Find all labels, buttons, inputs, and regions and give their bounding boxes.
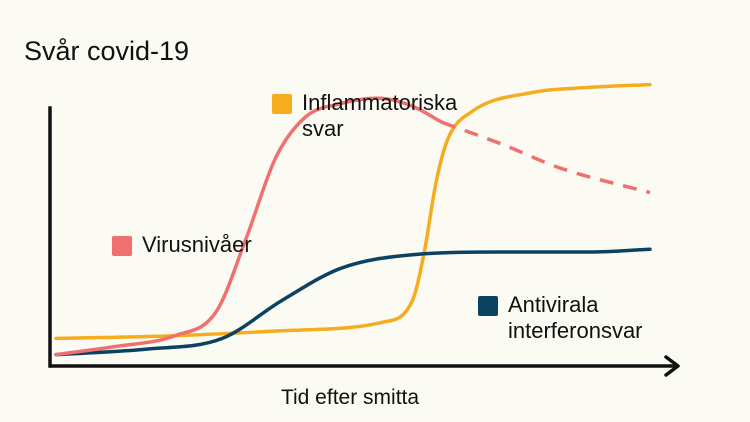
axes <box>48 106 680 377</box>
series-line-virus-projection <box>441 120 651 195</box>
chart-title: Svår covid-19 <box>24 36 190 66</box>
legend-swatch-virus <box>112 236 132 256</box>
series-layer <box>54 82 652 357</box>
series-line-virus <box>54 96 444 357</box>
legend-label-antiviral-line2: interferonsvar <box>508 318 643 344</box>
x-axis-label: Tid efter smitta <box>280 386 420 409</box>
x-axis-arrowhead <box>664 355 680 377</box>
legend-label-antiviral-line1: Antivirala <box>508 292 599 317</box>
legend-item-antiviral: Antivirala interferonsvar <box>478 292 643 345</box>
legend-label-inflammatory-line2: svar <box>302 116 344 142</box>
series-line-inflammatory <box>54 82 652 341</box>
legend-swatch-antiviral <box>478 296 498 316</box>
series-line-antiviral <box>54 247 652 357</box>
legend-item-virus: Virusnivåer <box>112 232 252 258</box>
legend-item-inflammatory: Inflammatoriska svar <box>272 90 457 143</box>
legend-label-inflammatory-line1: Inflammatoriska <box>302 90 458 115</box>
legend-label-virus: Virusnivåer <box>142 232 252 257</box>
legend-swatch-inflammatory <box>272 94 292 114</box>
